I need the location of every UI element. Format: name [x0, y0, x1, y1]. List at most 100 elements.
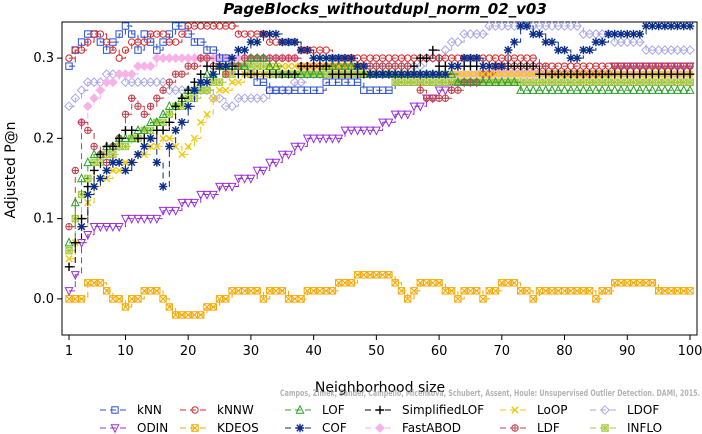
- point-cof: [497, 61, 507, 71]
- point-odin: [302, 134, 312, 144]
- point-ldf: [134, 102, 142, 110]
- point-kdeos: [115, 295, 123, 303]
- point-loop: [479, 70, 487, 78]
- point-lof: [478, 76, 488, 86]
- point-cof: [334, 53, 343, 63]
- point-cof: [246, 37, 256, 47]
- point-kdeos: [165, 303, 174, 311]
- point-lof: [666, 84, 676, 94]
- point-knn: [153, 46, 161, 54]
- point-odin: [183, 198, 193, 208]
- point-loop: [65, 255, 73, 263]
- point-ldf: [128, 94, 136, 102]
- point-loop: [272, 62, 280, 70]
- legend-marker: [111, 406, 119, 414]
- legend-label: COF: [322, 421, 347, 434]
- point-knnw: [96, 30, 105, 38]
- point-simplifiedlof: [171, 102, 180, 111]
- point-loop: [284, 62, 293, 70]
- point-kdeos: [385, 271, 393, 279]
- point-lof: [635, 84, 645, 94]
- point-lof: [472, 76, 482, 86]
- legend-label: LDF: [537, 421, 560, 434]
- legend-item-fastabod: FastABOD: [365, 421, 461, 434]
- point-lof: [578, 84, 588, 94]
- point-cof: [152, 158, 162, 167]
- x-tick-label: 60: [431, 344, 448, 359]
- point-kdeos: [153, 287, 161, 295]
- point-knnw: [171, 38, 180, 46]
- point-odin: [396, 110, 406, 120]
- point-knn: [197, 38, 205, 46]
- point-lof: [516, 84, 526, 94]
- point-cof: [372, 69, 381, 79]
- point-knn: [121, 22, 130, 30]
- point-cof: [491, 61, 500, 71]
- point-ldof: [70, 93, 81, 104]
- point-lof: [139, 125, 149, 135]
- point-kdeos: [404, 295, 412, 303]
- point-odin: [171, 206, 181, 216]
- point-loop: [197, 118, 205, 127]
- point-cof: [685, 21, 695, 31]
- point-cof: [560, 45, 569, 55]
- point-odin: [390, 110, 400, 120]
- point-loop: [491, 70, 500, 78]
- legend-label: LoOP: [537, 403, 568, 417]
- point-lof: [566, 84, 576, 94]
- point-cof: [403, 69, 412, 79]
- point-simplifiedlof: [409, 61, 419, 71]
- point-loop: [209, 94, 217, 102]
- point-cof: [96, 174, 105, 183]
- point-cof: [641, 21, 651, 31]
- point-cof: [108, 158, 118, 167]
- point-odin: [271, 158, 281, 168]
- point-simplifiedlof: [108, 142, 118, 151]
- point-knn: [353, 78, 362, 86]
- point-odin: [127, 214, 137, 224]
- point-ldof: [478, 29, 488, 39]
- point-ldf: [648, 62, 657, 70]
- point-simplifiedlof: [321, 61, 331, 71]
- point-cof: [673, 21, 682, 31]
- point-lof: [340, 60, 350, 70]
- point-odin: [208, 190, 218, 200]
- point-cof: [83, 190, 93, 199]
- legend-label: INFLO: [627, 421, 662, 434]
- point-ldf: [65, 223, 73, 231]
- point-kdeos: [222, 295, 230, 303]
- point-knnw: [115, 54, 123, 62]
- point-ldof: [76, 85, 87, 96]
- legend-marker: [375, 423, 385, 433]
- point-lof: [77, 173, 87, 183]
- point-loop: [165, 134, 174, 143]
- point-odin: [440, 86, 450, 96]
- legend-label: kNN: [137, 403, 162, 417]
- point-cof: [409, 69, 419, 79]
- point-loop: [516, 70, 525, 78]
- point-knn: [316, 86, 324, 94]
- point-ldf: [184, 62, 192, 70]
- point-cof: [133, 150, 143, 159]
- point-inflo: [548, 78, 556, 86]
- point-ldf: [222, 70, 230, 78]
- point-inflo: [253, 62, 261, 70]
- x-axis-label: Neighborhood size: [315, 380, 445, 396]
- point-ldf: [435, 94, 443, 102]
- point-kdeos: [510, 279, 519, 287]
- point-lof: [315, 68, 325, 78]
- legend-marker: [375, 405, 385, 415]
- point-ldf: [636, 62, 644, 70]
- point-knn: [209, 46, 217, 54]
- point-cof: [315, 53, 325, 63]
- point-knnw: [65, 54, 73, 62]
- point-cof: [541, 37, 550, 47]
- point-ldf: [447, 86, 456, 94]
- point-simplifiedlof: [165, 118, 174, 127]
- point-lof: [158, 108, 168, 118]
- point-kdeos: [159, 295, 167, 303]
- point-cof: [397, 69, 406, 79]
- x-tick-label: 30: [243, 344, 260, 359]
- point-lof: [459, 76, 469, 86]
- point-loop: [228, 78, 236, 86]
